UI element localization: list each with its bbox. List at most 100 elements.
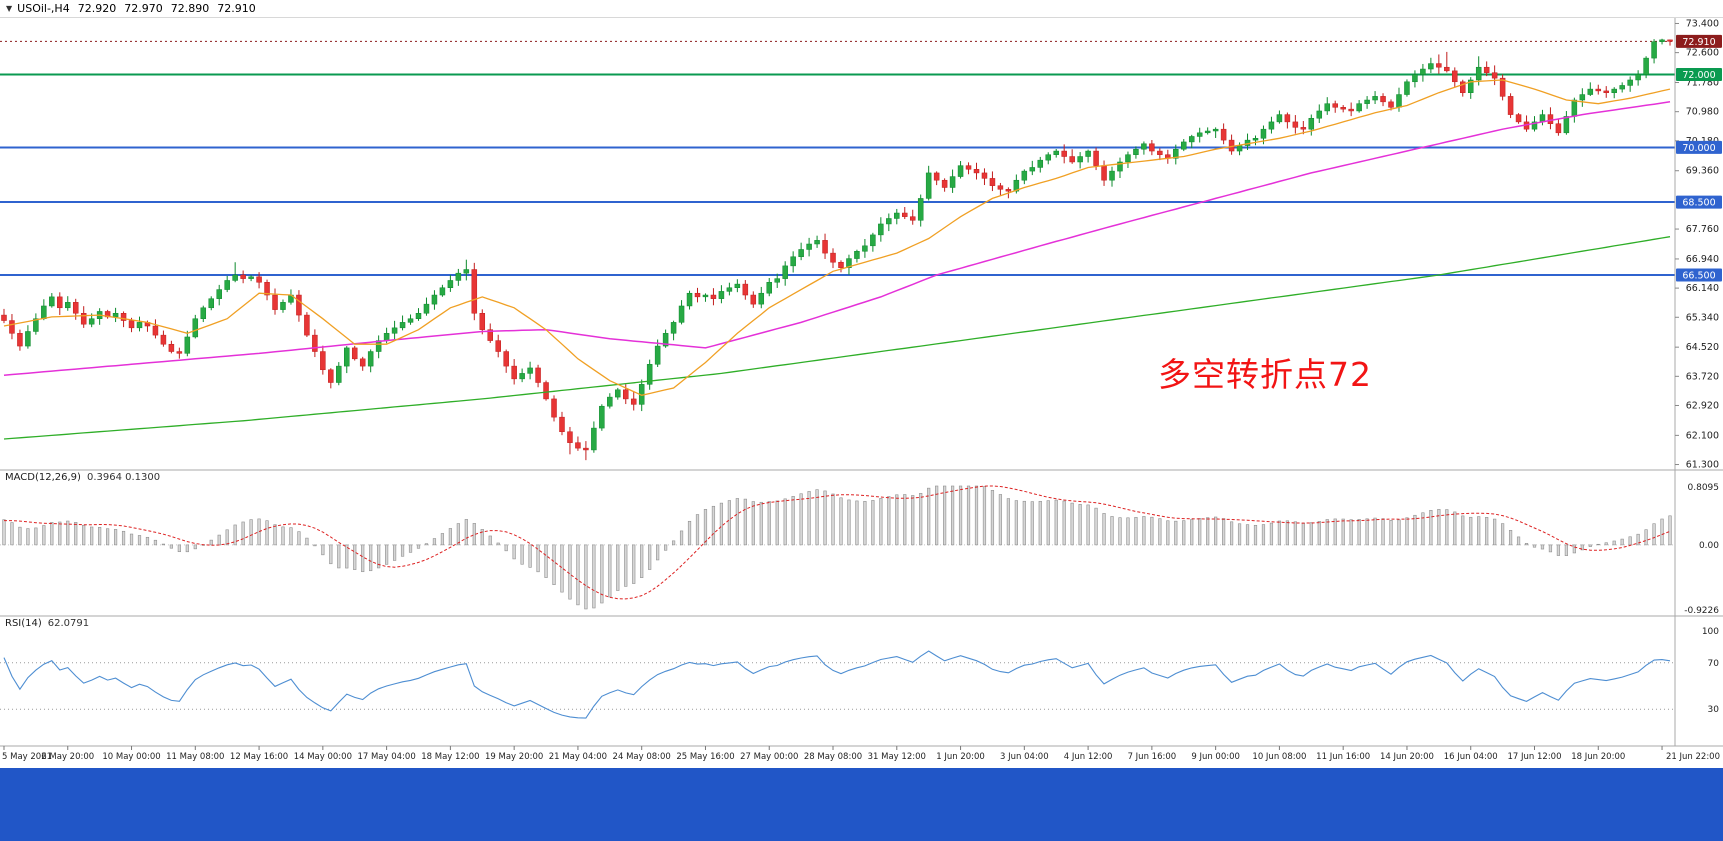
macd-bar (400, 544, 405, 557)
macd-bar (1142, 516, 1146, 546)
candle (1308, 117, 1315, 130)
macd-bar (321, 544, 325, 556)
symbol-label[interactable]: USOil-,H4 (17, 2, 70, 15)
candle (902, 212, 908, 217)
macd-bar (329, 544, 333, 565)
macd-bar (504, 544, 508, 552)
macd-bar (1548, 544, 1553, 553)
macd-bar (1182, 520, 1186, 546)
macd-bar (153, 539, 158, 546)
macd-bar (719, 502, 724, 546)
candle (65, 302, 71, 309)
candle (224, 280, 230, 290)
candle (1220, 128, 1227, 141)
candle (1276, 114, 1283, 123)
candle (981, 172, 988, 179)
candle (886, 218, 892, 225)
macd-bar (998, 494, 1003, 546)
macd-bar (1333, 518, 1337, 546)
macd-bar (544, 544, 548, 578)
time-axis-label: 1 Jun 20:00 (936, 752, 985, 762)
time-axis-label: 17 Jun 12:00 (1508, 752, 1562, 762)
candle (1452, 70, 1458, 83)
candle (678, 305, 685, 323)
candle (128, 320, 135, 329)
candle (375, 340, 382, 352)
candle (1093, 150, 1099, 166)
macd-bar (1461, 515, 1465, 546)
macd-bar (1285, 520, 1289, 546)
candle (814, 240, 820, 245)
candle (607, 396, 613, 407)
candle (399, 322, 406, 329)
candle (304, 314, 310, 336)
candle (1571, 99, 1578, 117)
time-axis-label: 12 May 16:00 (230, 752, 288, 762)
time-axis-label: 17 May 04:00 (357, 752, 415, 762)
macd-bar (265, 520, 269, 546)
candle (1013, 179, 1020, 192)
candle (1627, 79, 1633, 86)
candle (925, 172, 932, 199)
macd-bar (648, 544, 652, 570)
macd-bar (1006, 498, 1010, 546)
price-axis-label: 62.100 (1686, 430, 1719, 441)
macd-bar (1612, 540, 1616, 546)
time-axis-label: 18 May 12:00 (421, 752, 479, 762)
macd-bar (895, 494, 899, 546)
macd-bar (783, 498, 787, 546)
macd-bar (767, 501, 771, 546)
macd-bar (1126, 517, 1130, 546)
macd-bar (1596, 543, 1600, 546)
candle (1292, 121, 1299, 128)
macd-bar (600, 544, 604, 604)
macd-bar (1214, 516, 1218, 546)
macd-bar (1389, 520, 1393, 546)
macd-bar (18, 526, 22, 546)
ma-green-line (3, 236, 1671, 440)
candle (535, 367, 541, 383)
symbol-dropdown-icon[interactable]: ▼ (6, 4, 13, 13)
macd-bar (943, 485, 947, 546)
macd-bar (26, 528, 30, 546)
candle (654, 345, 661, 365)
candle (1117, 161, 1123, 172)
macd-bar (1190, 519, 1194, 546)
chart-canvas[interactable]: 73.40072.60071.78070.98070.18069.36067.7… (0, 0, 1723, 768)
price-axis-label: 67.760 (1686, 224, 1719, 235)
macd-bar (193, 544, 197, 550)
macd-bar (1493, 518, 1497, 546)
time-axis-label: 14 May 00:00 (294, 752, 352, 762)
macd-bar (369, 544, 373, 572)
macd-bar (1110, 516, 1114, 546)
macd-bar (927, 487, 931, 546)
price-axis-label: 66.140 (1686, 283, 1719, 294)
macd-bar (815, 489, 819, 546)
macd-bar (1014, 500, 1018, 546)
macd-bar (1174, 520, 1178, 546)
time-axis-label: 5 May 2021 (2, 752, 52, 762)
candle (567, 431, 573, 443)
price-badge-label: 70.000 (1682, 143, 1715, 154)
macd-bar (552, 544, 556, 585)
macd-bar (1070, 502, 1074, 546)
macd-bar (377, 544, 381, 569)
macd-bar (1508, 530, 1513, 546)
macd-bar (408, 544, 413, 553)
macd-bar (440, 533, 445, 546)
macd-bar (1030, 501, 1034, 546)
candle (989, 178, 996, 186)
candle (957, 165, 964, 177)
time-axis-label: 3 Jun 04:00 (1000, 752, 1049, 762)
macd-bar (855, 500, 859, 546)
candle (710, 294, 717, 299)
price-axis-label: 65.340 (1686, 312, 1719, 323)
macd-bar (520, 544, 524, 565)
macd-bar (695, 514, 700, 546)
macd-bar (1485, 517, 1489, 546)
candle (1332, 103, 1338, 108)
time-axis-label: 19 May 20:00 (485, 752, 543, 762)
candle (160, 334, 167, 345)
macd-bar (823, 490, 827, 546)
candle (551, 398, 557, 418)
